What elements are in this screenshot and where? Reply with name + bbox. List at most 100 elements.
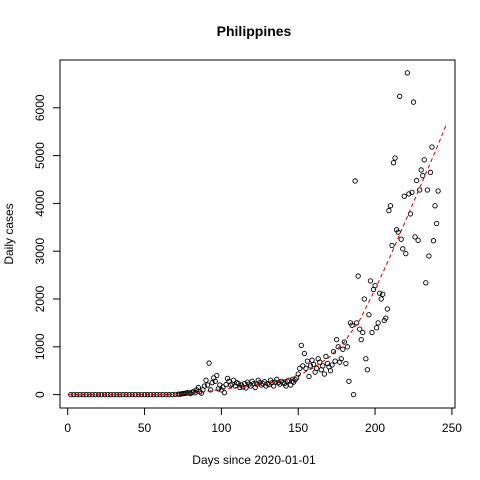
data-point [403,250,409,257]
data-point [387,203,394,209]
data-point [423,280,429,286]
data-point [398,236,404,242]
x-axis: 0 50 100 150 200 250 [64,407,462,435]
data-point [373,325,380,331]
y-axis-label: Daily cases [2,203,16,264]
data-point [383,315,389,321]
data-point [389,242,395,249]
data-point [309,357,315,363]
data-point [224,375,231,382]
data-point [323,353,329,360]
data-point [352,178,358,184]
fit-curve [67,125,447,396]
data-point [301,350,308,357]
data-point [390,160,397,166]
data-point [306,373,312,380]
data-point [420,173,426,179]
data-point [341,339,347,345]
data-point [407,211,414,217]
data-point [397,93,403,99]
data-point [375,320,381,326]
data-point [332,358,338,364]
data-point [416,187,423,193]
y-tick-label: 4000 [33,190,47,217]
data-point [303,365,309,371]
chart-title: Philippines [217,23,292,39]
data-point [203,377,209,383]
y-tick-label: 6000 [33,94,47,121]
data-point [344,344,351,350]
data-point [413,177,420,184]
data-point [392,155,398,161]
data-point [360,329,366,336]
data-point [404,70,411,76]
data-point [218,387,225,393]
x-tick-label: 100 [211,421,231,435]
data-point [433,220,440,227]
data-point [430,238,437,244]
data-point [427,169,434,175]
data-point [418,167,424,173]
data-point [151,391,157,398]
data-point [209,380,215,386]
data-point [386,207,392,214]
data-point [221,390,228,396]
data-point [207,387,214,393]
data-point [201,383,208,389]
data-point [409,189,415,196]
x-tick-label: 150 [288,421,308,435]
data-point [206,360,212,366]
data-point [367,278,374,284]
data-point [321,371,328,377]
data-point [421,157,427,163]
data-point [212,378,218,384]
data-points [68,70,441,398]
plot-frame [59,59,456,409]
data-point [243,385,249,391]
data-point [429,144,435,150]
x-tick-label: 50 [138,421,152,435]
data-point [369,329,375,336]
data-point [406,191,412,197]
data-point [401,193,407,199]
data-point [380,291,386,297]
y-tick-label: 0 [33,391,47,398]
data-point [378,296,384,302]
data-point [286,377,292,383]
data-point [310,361,317,368]
data-point [314,365,320,371]
y-tick-label: 3000 [33,238,47,265]
data-point [435,188,441,194]
data-point [214,372,220,379]
data-point [304,358,311,364]
data-point [204,382,211,388]
data-point [357,326,363,332]
data-point [415,237,421,243]
data-point [372,282,378,289]
x-axis-label: Days since 2020-01-01 [192,453,316,467]
data-point [340,346,346,352]
data-point [412,234,418,240]
data-point [307,363,314,369]
data-point [410,99,417,105]
data-point [327,368,334,374]
y-tick-label: 1000 [33,333,47,360]
data-point [330,348,337,355]
data-point [424,187,430,193]
data-point [400,246,406,252]
data-point [334,336,340,343]
data-point [101,391,108,398]
data-point [338,356,344,362]
data-point [426,253,432,259]
data-point [329,362,335,368]
data-point [355,273,361,279]
data-point [346,378,352,384]
data-point [320,363,326,369]
data-point [377,290,383,296]
data-point [432,203,438,209]
data-point [363,356,369,362]
data-point [349,322,355,328]
x-tick-label: 0 [64,421,71,435]
data-point [350,391,357,398]
data-point [335,344,341,350]
